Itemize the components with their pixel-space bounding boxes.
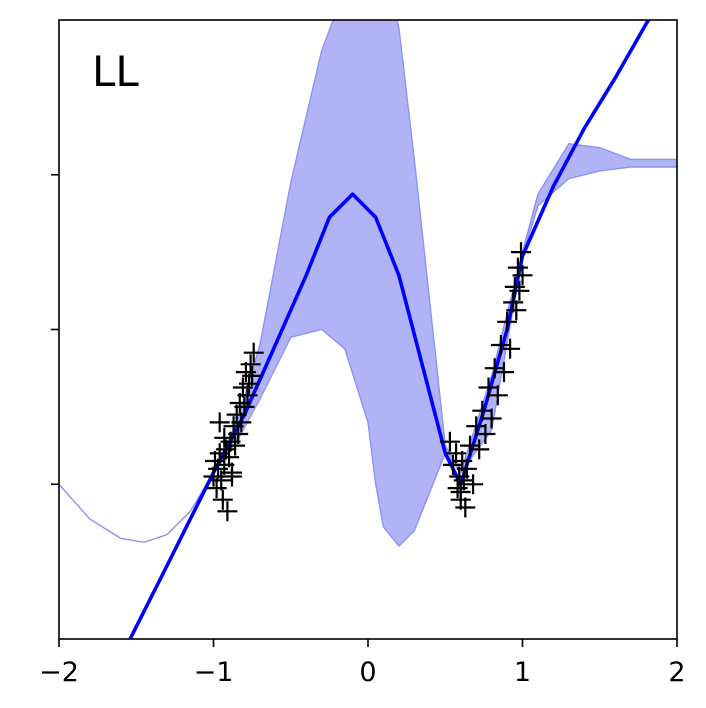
data-point bbox=[466, 416, 487, 437]
data-point bbox=[228, 424, 249, 444]
data-points-layer bbox=[203, 242, 533, 522]
data-point bbox=[225, 435, 246, 456]
data-point bbox=[460, 435, 480, 456]
data-point bbox=[484, 358, 505, 379]
data-point bbox=[212, 489, 233, 510]
data-point bbox=[211, 470, 232, 491]
data-point bbox=[222, 466, 242, 487]
data-point bbox=[214, 427, 235, 448]
data-point bbox=[453, 470, 474, 491]
data-point bbox=[455, 497, 476, 518]
data-point bbox=[239, 373, 259, 394]
data-point bbox=[217, 501, 238, 522]
uncertainty-band-layer bbox=[59, 20, 677, 548]
data-point bbox=[450, 482, 471, 502]
data-point bbox=[509, 280, 530, 301]
x-tick-label: 2 bbox=[668, 657, 685, 688]
data-point bbox=[504, 276, 525, 297]
data-point bbox=[490, 335, 511, 355]
data-point bbox=[443, 454, 463, 475]
x-tick-label: 0 bbox=[359, 657, 376, 688]
data-point bbox=[511, 242, 531, 263]
mean-line-layer bbox=[128, 20, 651, 639]
data-point bbox=[469, 439, 490, 460]
x-tick-label: −1 bbox=[194, 657, 234, 688]
data-point bbox=[497, 311, 517, 332]
data-point bbox=[478, 377, 499, 398]
data-point bbox=[481, 408, 502, 429]
x-tick-label: −2 bbox=[39, 657, 79, 688]
data-point bbox=[243, 342, 264, 363]
data-point bbox=[503, 292, 524, 313]
data-point bbox=[463, 474, 484, 495]
data-point bbox=[439, 431, 460, 452]
data-point bbox=[240, 354, 261, 375]
mean-line bbox=[128, 20, 651, 639]
data-point bbox=[494, 362, 514, 383]
x-tick-label: 1 bbox=[514, 657, 531, 688]
data-point bbox=[219, 447, 239, 468]
data-point bbox=[234, 396, 255, 417]
data-point bbox=[487, 385, 508, 406]
data-point bbox=[506, 300, 527, 321]
data-point bbox=[500, 338, 521, 359]
data-point bbox=[452, 451, 473, 471]
data-point bbox=[472, 400, 493, 421]
data-point bbox=[512, 265, 533, 286]
data-point bbox=[456, 458, 477, 479]
y-axis-ticks bbox=[51, 173, 59, 486]
uncertainty-band bbox=[59, 20, 677, 548]
data-point bbox=[237, 385, 258, 406]
data-point bbox=[231, 412, 252, 433]
panel-label: LL bbox=[92, 47, 139, 96]
x-axis-ticks: −2 −1 0 1 2 bbox=[39, 639, 686, 688]
data-point bbox=[242, 365, 263, 386]
data-point bbox=[209, 412, 230, 433]
data-point bbox=[475, 424, 496, 444]
